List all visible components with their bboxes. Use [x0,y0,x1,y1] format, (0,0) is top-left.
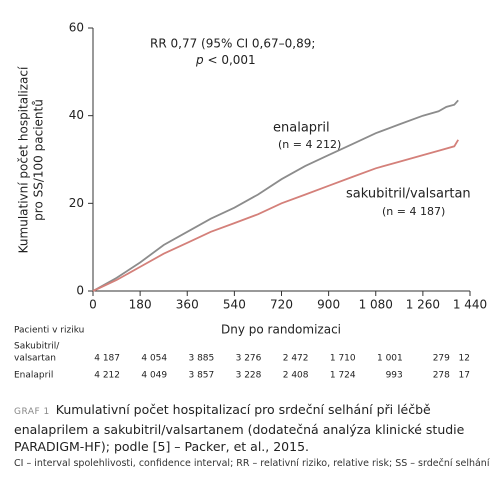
annotation: < 0,001 [207,53,255,67]
x-tick-label: 0 [89,298,97,312]
chart: RR 0,77 (95% CI 0,67–0,89; p < 0,001 Kum… [14,21,487,381]
x-tick-label: 540 [223,298,246,312]
y-tick-label: 0 [76,284,84,298]
table-row-label: valsartan [14,354,56,364]
table-cell: 993 [386,371,403,381]
x-tick-label: 900 [317,298,340,312]
series-line [92,139,459,292]
table-cell: 3 857 [188,371,214,381]
table-row-label: Sakubitril/ [14,342,60,352]
table-cell: 4 049 [141,371,167,381]
annotation-p: p [195,53,204,67]
x-tick-label: 180 [129,298,152,312]
annotation: RR 0,77 (95% CI 0,67–0,89; [150,37,315,51]
series-line [92,99,459,292]
x-tick-label: 1 080 [359,298,393,312]
y-tick-label: 40 [69,108,84,122]
footnote: CI – interval spolehlivosti, confidence … [14,458,490,469]
series-n: (n = 4 212) [278,138,341,151]
series-n: (n = 4 187) [382,205,445,218]
table-cell: 2 472 [283,354,309,364]
table-cell: 17 [459,371,470,381]
x-tick-label: 360 [176,298,199,312]
caption-text: Kumulativní počet hospitalizací pro srde… [14,402,465,454]
table-cell: 12 [459,354,470,364]
table-cell: 3 885 [188,354,214,364]
y-tick-label: 20 [69,196,84,210]
table-cell: 1 710 [330,354,356,364]
table-cell: 278 [433,371,450,381]
table-cell: 3 228 [236,371,262,381]
series-label: enalapril [273,121,330,136]
table-cell: 279 [433,354,450,364]
table-cell: 3 276 [236,354,262,364]
y-tick-label: 60 [69,21,84,35]
table-cell: 1 001 [377,354,403,364]
table-cell: 4 212 [94,371,120,381]
x-tick-label: 1 440 [453,298,487,312]
x-tick-label: 1 260 [406,298,440,312]
annotation: p < 0,001 [195,53,256,67]
caption-tag: GRAF 1 [14,407,50,417]
caption: GRAF 1 Kumulativní počet hospitalizací pr… [14,401,492,455]
table-cell: 1 724 [330,371,356,381]
table-cell: 4 187 [94,354,120,364]
y-axis-label: pro SS/100 pacientů [32,99,46,221]
table-row-label: Enalapril [14,371,53,381]
y-axis-label: Kumulativní počet hospitalizací [17,66,31,253]
x-axis-label: Dny po randomizaci [221,323,341,337]
table-title: Pacienti v riziku [14,326,84,336]
x-tick-label: 720 [270,298,293,312]
table-cell: 4 054 [141,354,167,364]
series-label: sakubitril/valsartan [346,187,471,202]
table-cell: 2 408 [283,371,309,381]
